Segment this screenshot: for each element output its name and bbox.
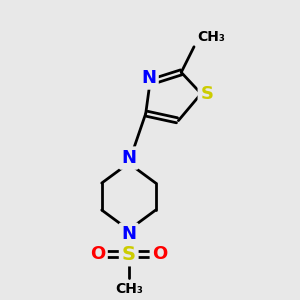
Text: N: N bbox=[121, 225, 136, 243]
Text: S: S bbox=[200, 85, 213, 103]
Text: CH₃: CH₃ bbox=[115, 282, 142, 296]
Text: CH₃: CH₃ bbox=[197, 30, 225, 44]
Text: N: N bbox=[121, 149, 136, 167]
Text: O: O bbox=[90, 245, 105, 263]
Text: O: O bbox=[152, 245, 168, 263]
Text: S: S bbox=[122, 244, 136, 263]
Text: N: N bbox=[141, 69, 156, 87]
